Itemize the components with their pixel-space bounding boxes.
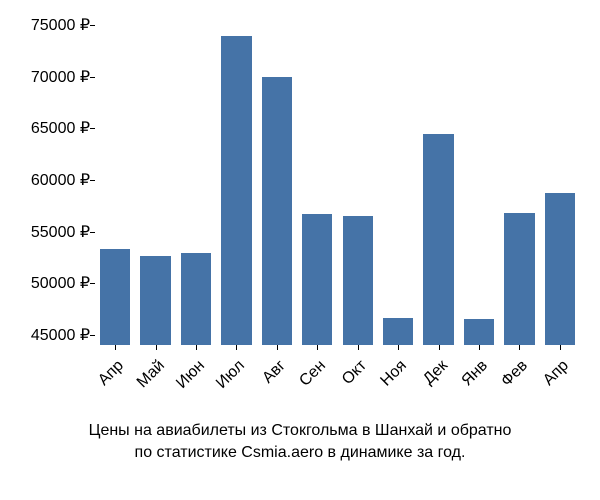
x-axis-tick-label: Дек — [410, 357, 451, 398]
y-axis-tick-label: 75000 ₽ — [31, 15, 90, 35]
bar — [302, 214, 332, 345]
bar — [181, 253, 211, 345]
x-axis-tick-label: Май — [127, 357, 168, 398]
x-axis-tick — [156, 345, 157, 350]
y-axis-tick-label: 55000 ₽ — [31, 222, 90, 242]
y-axis-tick — [90, 128, 95, 129]
bar — [464, 319, 494, 345]
bar — [221, 36, 251, 345]
x-axis-tick — [358, 345, 359, 350]
y-axis-tick — [90, 180, 95, 181]
x-axis-tick — [519, 345, 520, 350]
x-axis-tick — [398, 345, 399, 350]
plot-area — [95, 15, 580, 345]
x-axis-tick — [439, 345, 440, 350]
y-axis-tick — [90, 283, 95, 284]
y-axis-tick-label: 45000 ₽ — [31, 325, 90, 345]
x-axis-tick-label: Авг — [249, 357, 290, 398]
bar — [100, 249, 130, 345]
price-chart: 45000 ₽ 50000 ₽ 55000 ₽ 60000 ₽ 65000 ₽ 70000… — [0, 0, 600, 500]
caption-line-2: по статистике Csmia.aero в динамике за г… — [135, 444, 466, 461]
bar — [504, 213, 534, 345]
x-axis-tick — [115, 345, 116, 350]
bar — [545, 193, 575, 345]
x-axis-tick — [479, 345, 480, 350]
x-axis-tick-label: Июн — [168, 357, 209, 398]
y-axis-tick — [90, 335, 95, 336]
x-axis-tick — [277, 345, 278, 350]
x-axis-tick-label: Фев — [491, 357, 532, 398]
bar — [262, 77, 292, 345]
x-axis-tick-label: Ноя — [370, 357, 411, 398]
bar — [343, 216, 373, 345]
x-axis-tick — [236, 345, 237, 350]
y-axis-tick-label: 65000 ₽ — [31, 118, 90, 138]
bar — [140, 256, 170, 345]
x-axis-tick-label: Сен — [289, 357, 330, 398]
x-axis-tick-label: Янв — [451, 357, 492, 398]
chart-caption: Цены на авиабилеты из Стокгольма в Шанха… — [0, 420, 600, 463]
x-axis-tick — [317, 345, 318, 350]
caption-line-1: Цены на авиабилеты из Стокгольма в Шанха… — [89, 422, 512, 439]
x-axis-tick-label: Июл — [208, 357, 249, 398]
y-axis-tick — [90, 77, 95, 78]
bar — [383, 318, 413, 345]
x-axis-tick-label: Апр — [87, 357, 128, 398]
x-axis-tick-label: Окт — [329, 357, 370, 398]
x-axis-tick — [196, 345, 197, 350]
x-axis-tick-label: Апр — [531, 357, 572, 398]
y-axis-tick-label: 70000 ₽ — [31, 67, 90, 87]
bar — [423, 134, 453, 345]
x-axis-tick — [560, 345, 561, 350]
y-axis-tick-label: 50000 ₽ — [31, 273, 90, 293]
y-axis-tick — [90, 232, 95, 233]
y-axis-tick-label: 60000 ₽ — [31, 170, 90, 190]
y-axis-tick — [90, 25, 95, 26]
